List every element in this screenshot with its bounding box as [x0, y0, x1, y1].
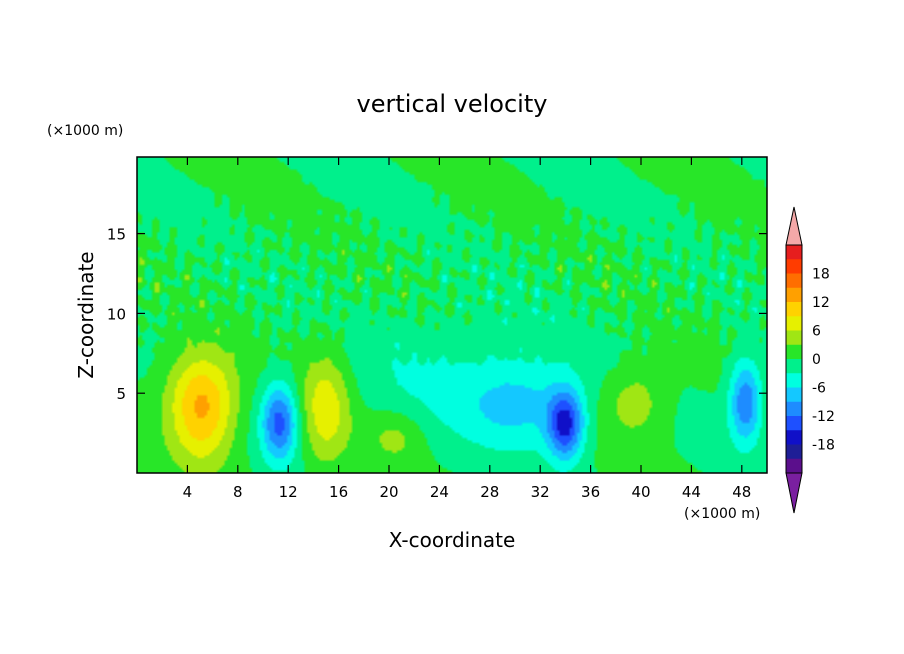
colorbar-segment [786, 344, 802, 360]
colorbar-tick-label: 12 [812, 295, 830, 311]
colorbar-under-arrow [785, 472, 803, 514]
y-tick-label: 10 [107, 305, 126, 323]
colorbar-frame [785, 244, 803, 474]
colorbar-tick-label: -12 [812, 409, 835, 425]
colorbar-segment [786, 373, 802, 388]
colorbar-tick-label: 6 [812, 324, 821, 340]
x-unit-label: (×1000 m) [684, 506, 760, 522]
y-axis-ticks: 5 10 15 [107, 226, 767, 403]
x-tick-label: 24 [430, 483, 449, 501]
colorbar-segment [786, 245, 802, 260]
colorbar-tick-label: 0 [812, 352, 821, 368]
colorbar-segment [786, 416, 802, 431]
colorbar-segment [786, 273, 802, 289]
plot-frame [136, 156, 768, 474]
x-tick-label: 16 [329, 483, 348, 501]
colorbar-tick-label: -18 [812, 438, 835, 454]
colorbar-segment [786, 330, 802, 346]
x-tick-label: 12 [279, 483, 298, 501]
x-tick-label: 28 [480, 483, 499, 501]
x-tick-label: 48 [732, 483, 751, 501]
colorbar-segment [786, 458, 802, 474]
x-axis-ticks: 4 8 12 16 20 24 28 32 36 40 44 48 [183, 157, 751, 501]
x-tick-label: 8 [233, 483, 243, 501]
x-tick-label: 44 [682, 483, 701, 501]
colorbar-segment [786, 302, 802, 317]
colorbar-segment [786, 401, 802, 417]
colorbar-segment [786, 359, 802, 374]
contour-plot-area [136, 156, 768, 474]
x-tick-label: 20 [379, 483, 398, 501]
y-tick-label: 15 [107, 226, 126, 244]
colorbar-segment [786, 387, 802, 403]
colorbar: 18 12 6 0 -6 -12 -18 [785, 206, 835, 514]
x-tick-label: 4 [183, 483, 193, 501]
colorbar-tick-label: -6 [812, 381, 826, 397]
y-tick-label: 5 [116, 385, 126, 403]
x-tick-label: 40 [631, 483, 650, 501]
x-tick-label: 36 [581, 483, 600, 501]
y-unit-label: (×1000 m) [47, 123, 123, 139]
colorbar-segment [786, 316, 802, 331]
colorbar-tick-label: 18 [812, 267, 830, 283]
y-axis-label: Z-coordinate [74, 251, 98, 378]
x-tick-label: 32 [531, 483, 550, 501]
colorbar-segment [786, 444, 802, 460]
velocity-field [137, 157, 767, 473]
colorbar-segment [786, 287, 802, 303]
colorbar-over-arrow [785, 206, 803, 246]
colorbar-segment [786, 259, 802, 274]
chart-title: vertical velocity [357, 90, 548, 118]
colorbar-segment [786, 430, 802, 445]
x-axis-label: X-coordinate [389, 528, 516, 552]
